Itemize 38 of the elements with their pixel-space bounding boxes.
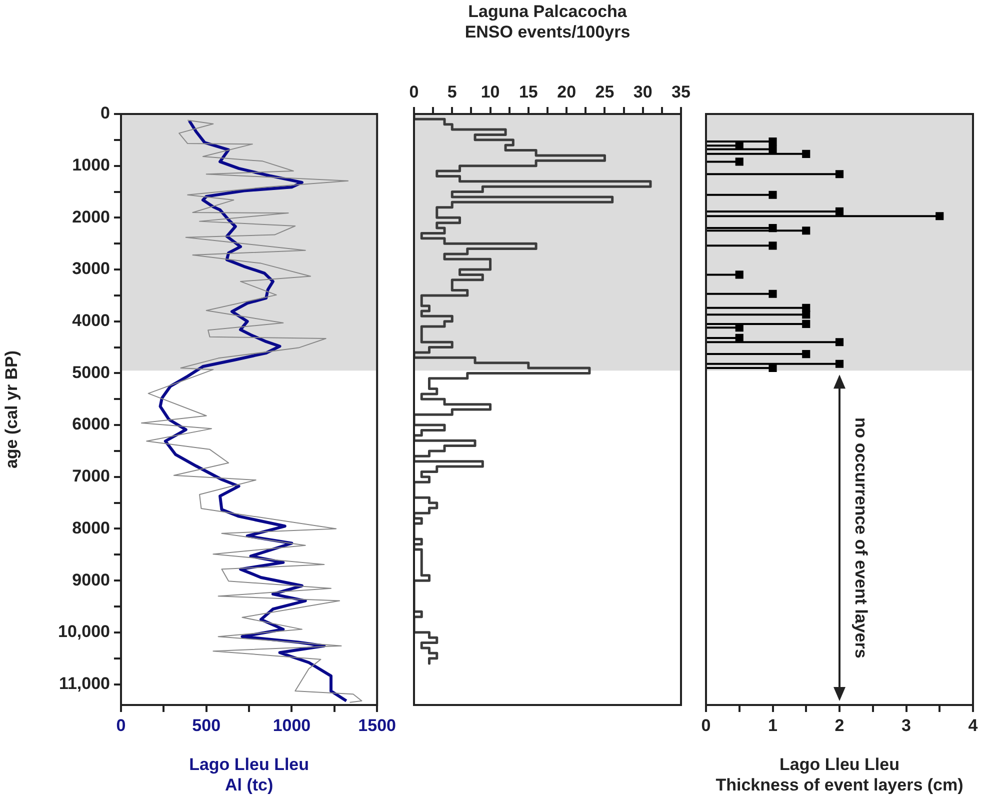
point <box>768 242 777 250</box>
x-tick-label: 1000 <box>272 716 311 735</box>
y-tick-label: 9000 <box>72 570 110 590</box>
x-tick-label: 500 <box>192 716 221 735</box>
x-tick-label: 30 <box>633 82 652 102</box>
x-tick-label: 0 <box>701 716 711 735</box>
annotation: no occurrence of event layers <box>851 417 870 658</box>
y-tick-label: 3000 <box>72 259 110 278</box>
x-tick-label: 3 <box>902 716 911 735</box>
y-tick-label: 0 <box>100 104 110 123</box>
x-axis-title: Lago Lleu Lleu Thickness of event layers (cm) <box>716 755 964 794</box>
y-tick-label: 8000 <box>72 518 110 538</box>
y-axis-title: age (cal yr BP) <box>2 350 21 469</box>
x-tick-label: 1 <box>768 716 778 735</box>
y-tick-label: 6000 <box>72 414 110 434</box>
y-tick-label: 11,000 <box>58 674 110 693</box>
x-axis-title: Laguna Palcacocha ENSO events/100yrs <box>464 2 630 42</box>
x-tick-label: 35 <box>672 82 690 102</box>
x-tick-label: 1500 <box>358 716 396 735</box>
x-tick-label: 5 <box>447 82 457 102</box>
x-axis-title: Lago Lleu Lleu Al (tc) <box>189 755 310 794</box>
y-tick-label: 10,000 <box>58 622 110 642</box>
point <box>768 190 777 199</box>
y-tick-label: 4000 <box>72 311 110 330</box>
x-tick-label: 20 <box>557 82 576 102</box>
x-tick-label: 15 <box>518 82 538 102</box>
x-tick-label: 4 <box>968 716 978 735</box>
point <box>768 290 777 298</box>
x-tick-label: 25 <box>595 82 614 102</box>
x-tick-label: 10 <box>480 82 500 102</box>
y-tick-label: 5000 <box>72 362 110 382</box>
x-tick-label: 0 <box>116 716 126 735</box>
point <box>768 145 777 154</box>
x-tick-label: 0 <box>409 82 419 102</box>
y-tick-label: 7000 <box>72 466 110 486</box>
y-tick-label: 1000 <box>72 156 110 175</box>
y-tick-label: 2000 <box>72 207 110 226</box>
x-tick-label: 2 <box>834 716 844 735</box>
